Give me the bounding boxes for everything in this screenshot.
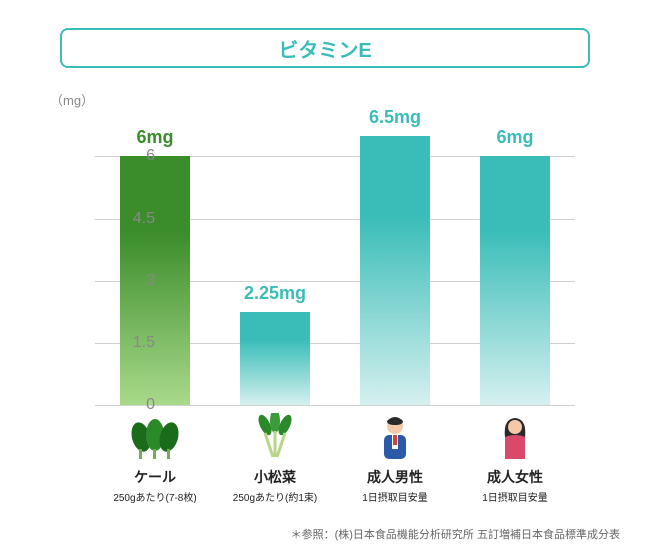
y-axis-unit: （mg） (50, 90, 94, 109)
gridline (95, 405, 575, 406)
x-sub-label: 1日摂取目安量 (455, 489, 575, 504)
y-tick-label: 1.5 (95, 334, 155, 352)
bar-value-label: 6mg (95, 127, 215, 148)
category-icon (455, 411, 575, 461)
bar-value-label: 6mg (455, 127, 575, 148)
category-icon (215, 411, 335, 461)
x-main-label: ケール (95, 467, 215, 487)
chart-title: ビタミンE (278, 34, 371, 63)
x-label-group: 成人女性 1日摂取目安量 (455, 411, 575, 504)
x-main-label: 成人女性 (455, 467, 575, 487)
y-tick-label: 3 (95, 272, 155, 290)
x-main-label: 小松菜 (215, 467, 335, 487)
x-sub-label: 1日摂取目安量 (335, 489, 455, 504)
bar-value-label: 6.5mg (335, 107, 455, 128)
category-icon (335, 411, 455, 461)
y-tick-label: 4.5 (95, 210, 155, 228)
bar (480, 156, 550, 405)
x-main-label: 成人男性 (335, 467, 455, 487)
category-icon (95, 411, 215, 461)
y-tick-label: 6 (95, 147, 155, 165)
bar (360, 136, 430, 405)
x-sub-label: 250gあたり(約1束) (215, 489, 335, 504)
chart-area: 6mg2.25mg6.5mg6mg (95, 115, 575, 405)
x-label-group: ケール 250gあたり(7-8枚) (95, 411, 215, 504)
x-label-group: 成人男性 1日摂取目安量 (335, 411, 455, 504)
chart-footnote: ＊参照：(株)日本食品機能分析研究所 五訂増補日本食品標準成分表 (291, 526, 620, 542)
chart-title-box: ビタミンE (60, 28, 590, 68)
x-sub-label: 250gあたり(7-8枚) (95, 489, 215, 504)
bar-value-label: 2.25mg (215, 283, 335, 304)
bar (240, 312, 310, 405)
x-label-group: 小松菜 250gあたり(約1束) (215, 411, 335, 504)
